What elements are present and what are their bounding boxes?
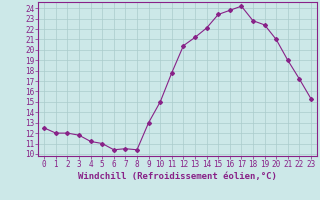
X-axis label: Windchill (Refroidissement éolien,°C): Windchill (Refroidissement éolien,°C) xyxy=(78,172,277,181)
